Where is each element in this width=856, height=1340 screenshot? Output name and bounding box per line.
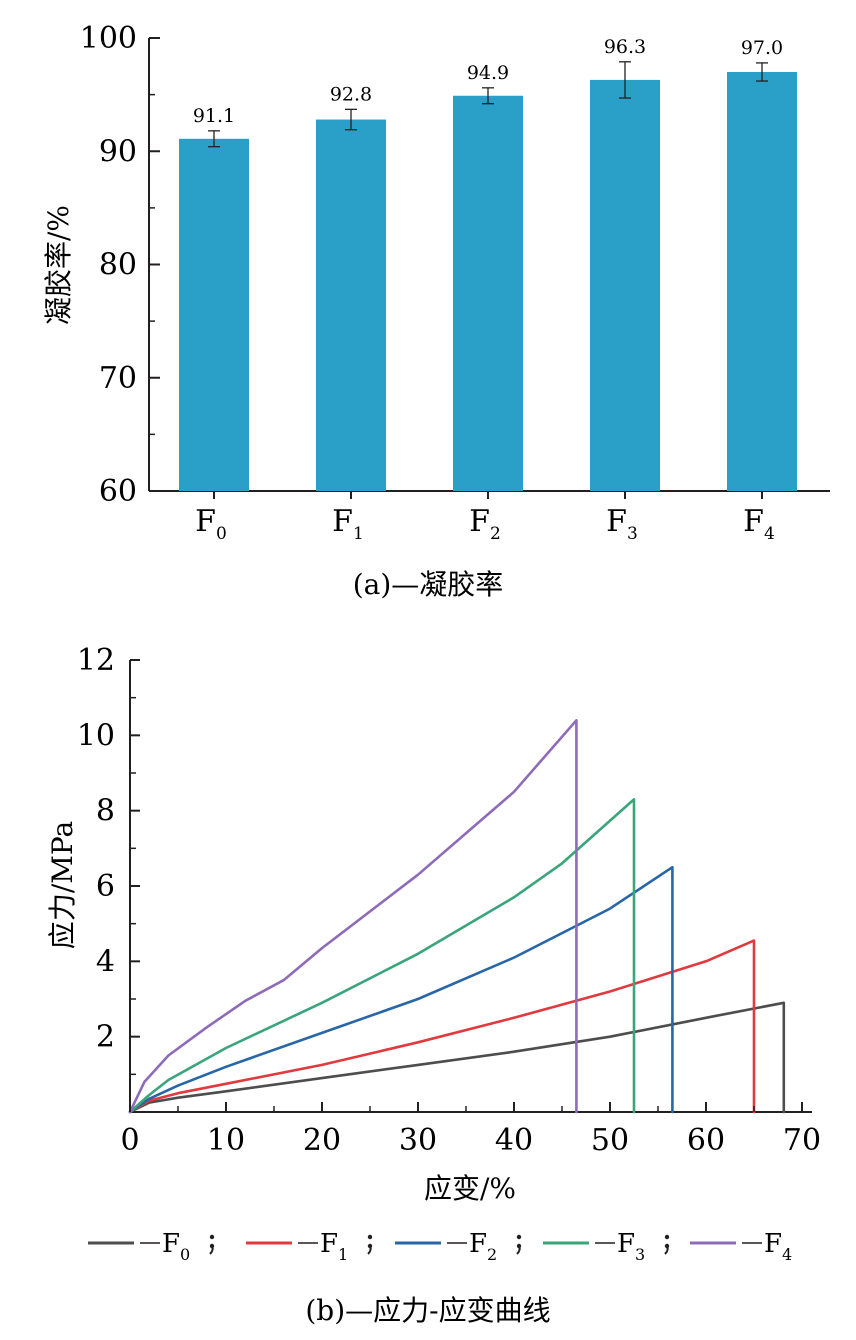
- x-tick-label: F1: [332, 504, 364, 544]
- legend: F0 F1 F2 F3 F4: [88, 1229, 792, 1264]
- x-tick-label-subscript: 2: [490, 524, 501, 544]
- series-line-F2: [128, 865, 674, 1114]
- legend-label-base: F: [162, 1229, 180, 1259]
- legend-label: F4: [764, 1229, 792, 1264]
- series-line-F4: [128, 718, 578, 1114]
- y-tick-label: 60: [99, 474, 137, 509]
- x-tick-label-base: F: [195, 504, 216, 539]
- x-tick-label-subscript: 0: [216, 524, 227, 544]
- data-label: 91.1: [193, 105, 235, 127]
- y-tick-label: 10: [77, 718, 115, 753]
- legend-label-base: F: [320, 1229, 338, 1259]
- panel-a-caption: (a)—凝胶率: [353, 568, 504, 601]
- x-tick-label: 70: [783, 1123, 821, 1158]
- panel-b-caption: (b)—应力-应变曲线: [305, 1294, 550, 1327]
- x-tick-label: 0: [120, 1123, 139, 1158]
- x-tick-label: 50: [591, 1123, 629, 1158]
- legend-label-base: F: [617, 1229, 635, 1259]
- x-tick-label: 30: [399, 1123, 437, 1158]
- x-tick-label: F4: [743, 504, 775, 544]
- x-tick-label: F3: [606, 504, 638, 544]
- legend-label-subscript: 0: [180, 1245, 190, 1264]
- x-tick-label: 10: [207, 1123, 245, 1158]
- y-tick-label: 90: [99, 134, 137, 169]
- y-axis-title: 应力/MPa: [46, 821, 79, 949]
- series-line-F3: [128, 798, 636, 1114]
- legend-separator-dot2: [367, 1243, 373, 1249]
- legend-label: F3: [617, 1229, 645, 1264]
- legend-label-base: F: [469, 1229, 487, 1259]
- y-tick-label: 6: [96, 869, 115, 904]
- y-tick-label: 80: [99, 248, 137, 283]
- data-label: 94.9: [467, 62, 509, 84]
- legend-label-subscript: 4: [782, 1245, 792, 1264]
- y-axis-title: 凝胶率/%: [42, 205, 75, 325]
- y-tick-label: 12: [77, 643, 115, 678]
- legend-separator-dot2: [516, 1243, 522, 1249]
- legend-label: F2: [469, 1229, 497, 1264]
- x-tick-label-subscript: 4: [764, 524, 775, 544]
- y-tick-label: 4: [96, 944, 115, 979]
- x-tick-label-subscript: 3: [627, 524, 638, 544]
- legend-separator-dot: [664, 1234, 670, 1240]
- legend-label: F0: [162, 1229, 190, 1264]
- y-tick-label: 8: [96, 794, 115, 829]
- x-tick-label-base: F: [606, 504, 627, 539]
- x-tick-label: 20: [303, 1123, 341, 1158]
- x-axis-title: 应变/%: [424, 1172, 516, 1205]
- legend-label: F1: [320, 1229, 348, 1264]
- legend-label-base: F: [764, 1229, 782, 1259]
- legend-label-subscript: 1: [338, 1245, 348, 1264]
- legend-label-subscript: 3: [635, 1245, 645, 1264]
- bar: [727, 71, 797, 491]
- y-tick-label: 70: [99, 361, 137, 396]
- x-tick-label: F2: [469, 504, 501, 544]
- legend-separator-dot: [516, 1234, 522, 1240]
- legend-label-subscript: 2: [487, 1245, 497, 1264]
- bar: [453, 95, 523, 491]
- data-label: 92.8: [330, 83, 372, 105]
- data-label: 97.0: [741, 37, 783, 59]
- bar: [179, 138, 249, 492]
- legend-separator-dot: [209, 1234, 215, 1240]
- bar: [316, 119, 386, 491]
- x-tick-label-base: F: [469, 504, 490, 539]
- y-tick-label: 100: [80, 21, 137, 56]
- bar: [590, 79, 660, 491]
- x-tick-label-base: F: [332, 504, 353, 539]
- legend-separator-dot2: [664, 1243, 670, 1249]
- x-tick-label: 40: [495, 1123, 533, 1158]
- y-tick-label: 2: [96, 1020, 115, 1055]
- legend-separator-dot: [367, 1234, 373, 1240]
- x-tick-label-subscript: 1: [353, 524, 364, 544]
- legend-separator-dot2: [209, 1243, 215, 1249]
- series-line-F1: [128, 939, 756, 1114]
- x-tick-label: F0: [195, 504, 227, 544]
- x-tick-label: 60: [687, 1123, 725, 1158]
- x-tick-label-base: F: [743, 504, 764, 539]
- data-label: 96.3: [604, 36, 646, 58]
- series-line-F0: [128, 1001, 786, 1114]
